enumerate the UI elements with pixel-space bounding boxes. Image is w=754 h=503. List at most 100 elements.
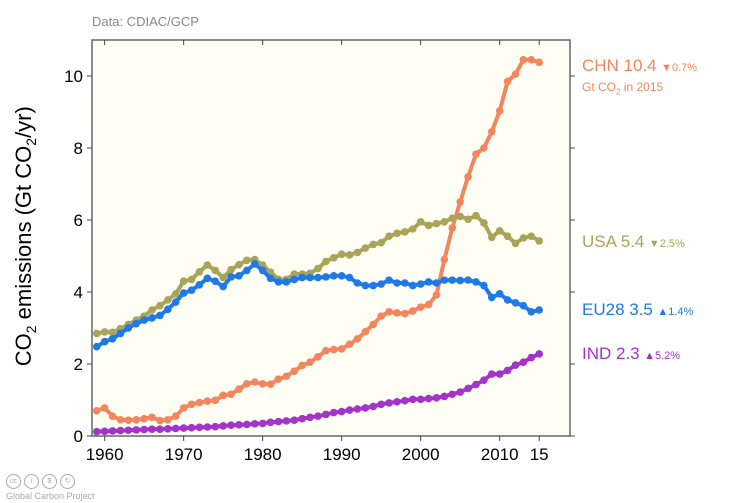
data-point: [290, 367, 299, 376]
data-point: [235, 385, 243, 394]
attribution-icon: i: [24, 474, 39, 489]
data-point: [464, 384, 472, 393]
data-point: [456, 388, 464, 396]
data-point: [456, 212, 464, 221]
data-point: [211, 277, 220, 286]
data-point: [108, 412, 117, 421]
data-point: [156, 301, 164, 310]
data-point: [140, 316, 148, 324]
data-point: [298, 414, 306, 423]
data-point: [361, 404, 370, 412]
data-point: [329, 408, 338, 417]
data-point: [511, 70, 520, 78]
x-tick-label: 1970: [165, 445, 203, 464]
data-point: [353, 405, 362, 413]
data-point: [92, 342, 101, 351]
data-point: [108, 335, 117, 343]
data-point: [487, 370, 496, 378]
data-point: [195, 398, 204, 407]
data-point: [250, 260, 259, 268]
data-point: [306, 358, 314, 367]
data-point: [211, 422, 220, 431]
data-point: [298, 273, 306, 282]
data-point: [424, 394, 433, 403]
data-point: [235, 272, 243, 280]
data-point: [495, 107, 504, 115]
data-point: [353, 248, 362, 257]
data-point: [432, 279, 441, 287]
data-point: [487, 293, 496, 302]
data-point: [393, 279, 401, 287]
series-eu28: [92, 260, 543, 351]
data-point: [401, 309, 409, 318]
series-change: ▲1.4%: [657, 306, 694, 318]
data-point: [416, 280, 425, 288]
cc-icon: cc: [6, 474, 21, 489]
data-point: [401, 396, 409, 405]
data-point: [266, 274, 275, 283]
data-point: [243, 420, 251, 429]
data-point: [472, 211, 480, 220]
data-point: [519, 358, 528, 367]
unit-note: Gt CO2 in 2015: [582, 80, 664, 97]
data-point: [203, 261, 212, 269]
data-point: [377, 280, 385, 288]
data-point: [337, 272, 346, 280]
data-point: [227, 390, 235, 399]
data-point: [345, 251, 354, 259]
data-point: [432, 291, 441, 299]
label-usa: USA 5.4 ▼2.5%: [582, 232, 685, 252]
data-point: [369, 240, 378, 249]
data-point: [306, 273, 314, 282]
data-point: [100, 328, 109, 336]
data-point: [156, 425, 164, 433]
data-point: [519, 234, 528, 242]
series-name-value: USA 5.4: [582, 232, 645, 251]
data-point: [345, 273, 354, 282]
data-point: [164, 296, 172, 304]
data-point: [527, 232, 536, 240]
data-point: [266, 418, 275, 427]
data-point: [195, 281, 204, 289]
data-point: [290, 416, 299, 424]
data-point: [274, 278, 283, 286]
data-point: [179, 424, 188, 432]
data-point: [298, 361, 306, 370]
data-point: [416, 395, 425, 404]
data-point: [456, 276, 464, 285]
data-point: [171, 424, 180, 433]
x-tick-label: 2010: [481, 445, 519, 464]
data-point: [171, 298, 180, 306]
data-point: [116, 416, 125, 424]
x-tick-label: 1980: [244, 445, 282, 464]
data-point: [132, 426, 141, 434]
data-point: [511, 239, 520, 248]
data-point: [116, 329, 125, 338]
data-point: [274, 375, 283, 383]
data-point: [393, 309, 401, 317]
data-point: [100, 404, 109, 412]
data-point: [424, 300, 433, 309]
data-point: [464, 215, 472, 224]
data-point: [377, 312, 385, 320]
data-point: [480, 144, 488, 152]
data-point: [480, 376, 488, 385]
data-point: [519, 301, 528, 310]
data-point: [148, 425, 156, 433]
data-point: [487, 233, 496, 242]
data-point: [361, 327, 370, 336]
data-point: [480, 281, 488, 290]
data-point: [408, 395, 417, 404]
y-tick-label: 6: [74, 211, 83, 230]
sharealike-icon: ↻: [60, 474, 75, 489]
data-point: [243, 266, 251, 275]
y-tick-label: 2: [74, 355, 83, 374]
data-point: [495, 290, 504, 298]
label-eu28: EU28 3.5 ▲1.4%: [582, 300, 693, 320]
data-point: [314, 353, 322, 361]
data-point: [361, 244, 370, 252]
data-point: [440, 218, 449, 226]
data-point: [472, 150, 480, 158]
data-point: [179, 277, 188, 286]
data-point: [353, 335, 362, 343]
